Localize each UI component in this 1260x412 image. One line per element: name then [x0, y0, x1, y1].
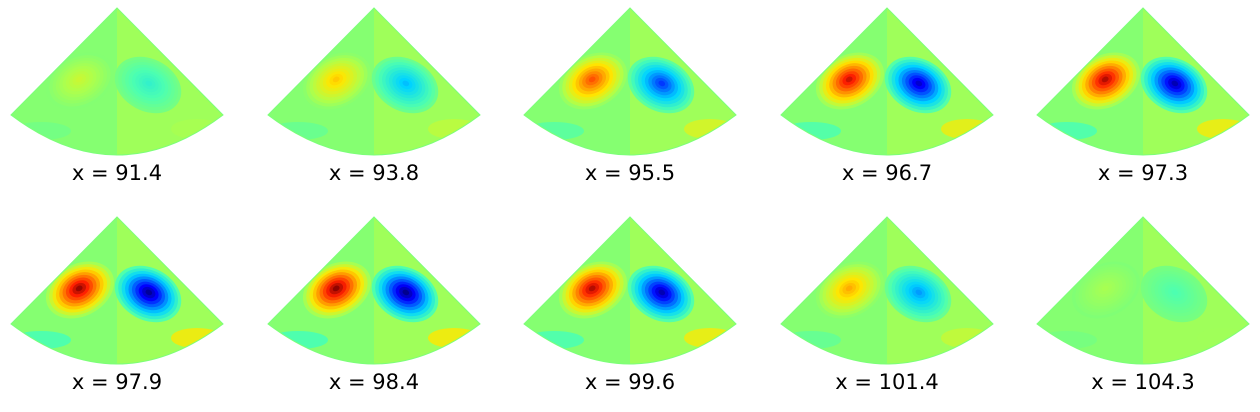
negative-lobe-contour: [915, 80, 923, 87]
positive-lobe-contour: [845, 285, 853, 292]
positive-lobe-contour: [75, 285, 83, 292]
panel-x-label: x = 98.4: [328, 370, 420, 394]
positive-lobe-contour: [588, 76, 596, 83]
lower-right-contour: [428, 328, 480, 348]
sector-outline: [267, 7, 481, 156]
positive-lobe-contour: [332, 76, 340, 83]
sector-contour-plot: [780, 216, 994, 365]
positive-lobe-contour: [1101, 285, 1109, 292]
contour-panel: x = 104.3: [1023, 212, 1260, 412]
panel-x-label: x = 93.8: [328, 161, 420, 185]
negative-lobe-contour: [658, 289, 666, 296]
panel-x-label: x = 101.4: [835, 370, 939, 394]
panel-x-label: x = 91.4: [71, 161, 163, 185]
sector-contour-plot: [523, 216, 737, 365]
panel-x-label: x = 99.6: [584, 370, 676, 394]
lower-right-contour: [1197, 119, 1249, 139]
panel-x-label: x = 97.3: [1097, 161, 1189, 185]
negative-lobe-contour: [1171, 80, 1179, 87]
lower-left-contour: [1037, 331, 1097, 349]
sector-outline: [10, 7, 224, 156]
lower-right-contour: [684, 119, 736, 139]
contour-panel: x = 97.9: [0, 212, 237, 412]
lower-right-contour: [1197, 328, 1249, 348]
sector-outline: [267, 216, 481, 365]
lower-left-contour: [524, 331, 584, 349]
positive-lobe-contour: [332, 285, 340, 292]
sector-outline: [1036, 216, 1250, 365]
positive-lobe-contour: [75, 76, 83, 83]
positive-lobe-contour: [845, 76, 853, 83]
sector-outline: [10, 216, 224, 365]
lower-left-contour: [1037, 122, 1097, 140]
lower-left-contour: [524, 122, 584, 140]
sector-contour-plot: [267, 216, 481, 365]
negative-lobe-contour: [402, 289, 410, 296]
sector-outline: [523, 7, 737, 156]
positive-lobe-contour: [1101, 76, 1109, 83]
contour-panel: x = 101.4: [767, 212, 1007, 412]
sector-outline: [523, 216, 737, 365]
contour-panel: x = 98.4: [254, 212, 494, 412]
contour-panel: x = 97.3: [1023, 3, 1260, 203]
contour-panel: x = 91.4: [0, 3, 237, 203]
lower-right-contour: [684, 328, 736, 348]
negative-lobe-contour: [915, 289, 923, 296]
lower-right-contour: [428, 119, 480, 139]
positive-lobe-contour: [588, 285, 596, 292]
negative-lobe-contour: [145, 80, 153, 87]
lower-left-contour: [268, 122, 328, 140]
panel-x-label: x = 96.7: [841, 161, 933, 185]
sector-outline: [780, 7, 994, 156]
sector-contour-plot: [780, 7, 994, 156]
sector-contour-plot: [1036, 7, 1250, 156]
lower-left-contour: [781, 122, 841, 140]
sector-outline: [1036, 7, 1250, 156]
lower-right-contour: [941, 328, 993, 348]
panel-x-label: x = 97.9: [71, 370, 163, 394]
lower-right-contour: [941, 119, 993, 139]
negative-lobe-contour: [1171, 289, 1179, 296]
lower-left-contour: [268, 331, 328, 349]
lower-right-contour: [171, 119, 223, 139]
sector-contour-plot: [1036, 216, 1250, 365]
sector-outline: [780, 216, 994, 365]
lower-left-contour: [11, 331, 71, 349]
sector-contour-plot: [523, 7, 737, 156]
contour-panel: x = 93.8: [254, 3, 494, 203]
negative-lobe-contour: [658, 80, 666, 87]
contour-panel: x = 95.5: [510, 3, 750, 203]
negative-lobe-contour: [402, 80, 410, 87]
negative-lobe-contour: [145, 289, 153, 296]
panel-x-label: x = 95.5: [584, 161, 676, 185]
panel-x-label: x = 104.3: [1091, 370, 1195, 394]
contour-panel: x = 96.7: [767, 3, 1007, 203]
sector-contour-plot: [10, 7, 224, 156]
lower-left-contour: [781, 331, 841, 349]
sector-contour-plot: [10, 216, 224, 365]
lower-right-contour: [171, 328, 223, 348]
sector-contour-plot: [267, 7, 481, 156]
contour-panel: x = 99.6: [510, 212, 750, 412]
lower-left-contour: [11, 122, 71, 140]
